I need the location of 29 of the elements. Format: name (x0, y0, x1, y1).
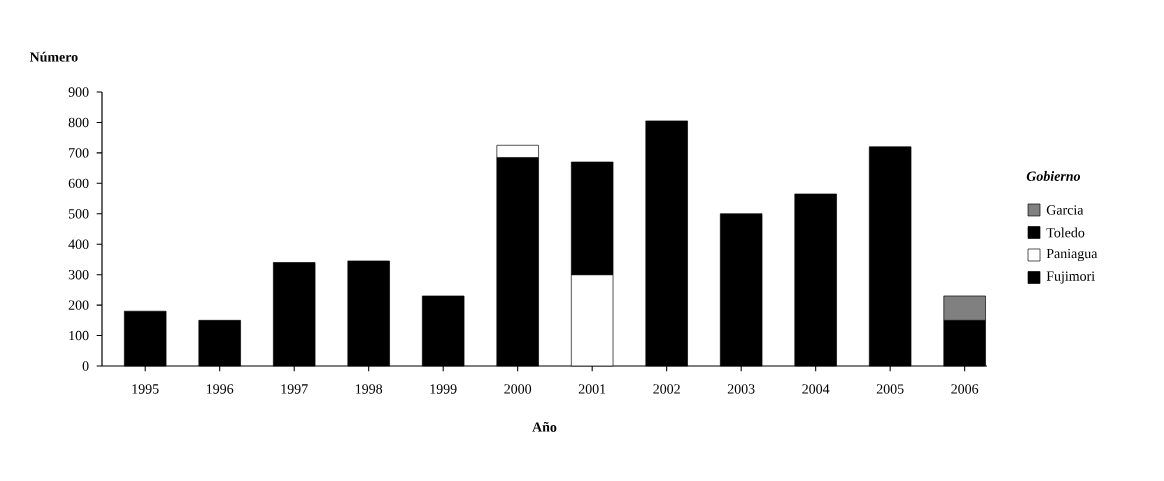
x-tick-label: 2005 (876, 384, 904, 394)
x-tick-label: 1999 (430, 384, 457, 394)
legend-label: Fujimori (1046, 271, 1095, 284)
y-tick-label: 100 (69, 330, 89, 341)
x-tick-label: 1995 (132, 384, 159, 394)
x-tick-label: 2004 (802, 384, 830, 394)
y-tick-label: 300 (68, 269, 89, 280)
y-tick-label: 600 (68, 178, 89, 189)
x-tick-label: 1996 (206, 384, 234, 394)
y-tick-label: 400 (68, 239, 89, 249)
y-axis-title: Número (29, 51, 78, 62)
y-tick-label: 200 (68, 300, 89, 310)
legend-label: Toledo (1046, 227, 1085, 238)
legend-title: Gobierno (1026, 171, 1081, 181)
y-tick-label: 800 (68, 117, 89, 128)
x-tick-label: 2002 (653, 384, 680, 394)
x-tick-label: 2000 (504, 384, 532, 394)
x-tick-label: 2001 (578, 384, 606, 394)
y-tick-label: 500 (68, 209, 89, 219)
x-axis-title: Año (532, 421, 557, 432)
y-tick-label: 900 (68, 87, 89, 97)
x-tick-label: 1997 (281, 384, 308, 394)
x-tick-label: 1998 (355, 384, 383, 394)
legend-label: Garcia (1046, 205, 1084, 215)
y-tick-label: 700 (69, 148, 89, 158)
legend-label: Paniagua (1046, 248, 1098, 262)
x-tick-label: 2003 (727, 384, 755, 394)
y-tick-label: 0 (82, 361, 89, 371)
x-tick-label: 2006 (951, 384, 979, 394)
